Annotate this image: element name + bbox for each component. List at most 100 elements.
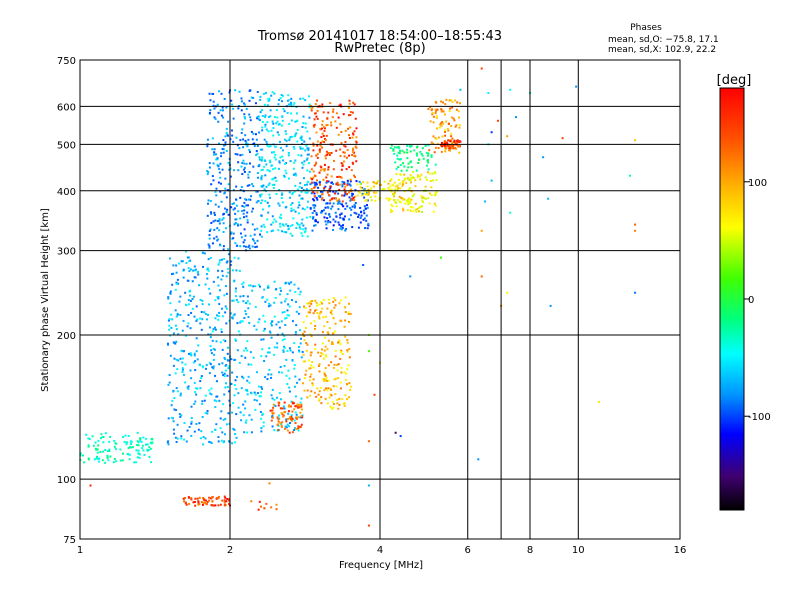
data-point — [248, 113, 251, 116]
data-point — [312, 144, 315, 147]
data-point — [221, 218, 224, 221]
data-point — [193, 276, 196, 279]
data-point — [193, 381, 196, 384]
data-point — [336, 398, 339, 401]
data-point — [321, 210, 324, 213]
data-point — [189, 268, 192, 271]
data-point — [389, 147, 392, 150]
data-point — [407, 162, 410, 165]
data-point — [244, 245, 247, 248]
data-point — [324, 387, 327, 390]
data-point — [334, 211, 337, 214]
x-tick-label: 1 — [77, 545, 83, 556]
data-point — [243, 103, 246, 106]
data-point — [204, 437, 207, 440]
data-point — [304, 373, 307, 376]
data-point — [189, 327, 192, 330]
data-point — [214, 374, 217, 377]
data-point — [357, 190, 360, 193]
data-point — [269, 304, 272, 307]
data-point — [237, 406, 240, 409]
data-point — [289, 101, 292, 104]
data-point — [313, 199, 316, 202]
data-point — [210, 183, 213, 186]
data-point — [407, 203, 410, 206]
data-point — [223, 501, 226, 504]
data-point — [209, 228, 212, 231]
data-point — [244, 407, 247, 410]
data-point — [321, 302, 324, 305]
data-point — [393, 152, 396, 155]
data-point — [255, 328, 258, 331]
data-point — [271, 183, 274, 186]
data-point — [350, 188, 353, 191]
data-point — [314, 185, 317, 188]
data-point — [224, 207, 227, 210]
data-point — [271, 397, 274, 400]
data-point — [294, 133, 297, 136]
data-point — [275, 323, 278, 326]
data-point — [315, 154, 318, 157]
data-point — [297, 223, 300, 226]
data-point — [219, 417, 222, 420]
data-point — [108, 448, 111, 451]
data-point — [250, 130, 253, 133]
data-point — [273, 156, 276, 159]
data-point — [262, 425, 265, 428]
data-point — [442, 110, 445, 113]
data-point — [304, 149, 307, 152]
data-point — [342, 160, 345, 163]
data-point — [302, 382, 305, 385]
data-point — [119, 459, 122, 462]
data-point — [217, 504, 220, 507]
data-point — [224, 311, 227, 314]
data-point — [416, 175, 419, 178]
data-point — [312, 176, 315, 179]
data-point — [362, 181, 365, 184]
data-point — [171, 318, 174, 321]
data-point — [262, 338, 265, 341]
data-point — [224, 369, 227, 372]
data-point — [231, 203, 234, 206]
data-point — [174, 436, 177, 439]
data-point — [312, 366, 315, 369]
data-point — [326, 389, 329, 392]
data-point — [234, 212, 237, 215]
data-point — [242, 216, 245, 219]
data-point — [148, 446, 151, 449]
data-point — [297, 312, 300, 315]
data-point — [338, 341, 341, 344]
data-point — [344, 145, 347, 148]
data-point — [222, 374, 225, 377]
data-point — [175, 271, 178, 274]
data-point — [216, 103, 219, 106]
data-point — [200, 377, 203, 380]
data-point — [282, 415, 285, 418]
data-point — [332, 168, 335, 171]
data-point — [190, 311, 193, 314]
data-point — [332, 108, 335, 111]
data-point — [341, 164, 344, 167]
data-point — [218, 90, 221, 93]
data-point — [199, 387, 202, 390]
data-point — [169, 290, 172, 293]
data-point — [187, 313, 190, 316]
data-point — [363, 196, 366, 199]
data-point — [242, 212, 245, 215]
data-point — [261, 168, 264, 171]
data-point — [175, 315, 178, 318]
data-point — [348, 218, 351, 221]
data-point — [401, 180, 404, 183]
data-point — [330, 388, 333, 391]
data-point — [268, 347, 271, 350]
data-point — [424, 185, 427, 188]
data-point — [291, 401, 294, 404]
data-point — [294, 291, 297, 294]
data-point — [306, 200, 309, 203]
data-point — [250, 363, 253, 366]
data-point — [294, 210, 297, 213]
data-point — [304, 306, 307, 309]
data-point — [260, 214, 263, 217]
data-point — [282, 405, 285, 408]
data-point — [506, 135, 509, 138]
